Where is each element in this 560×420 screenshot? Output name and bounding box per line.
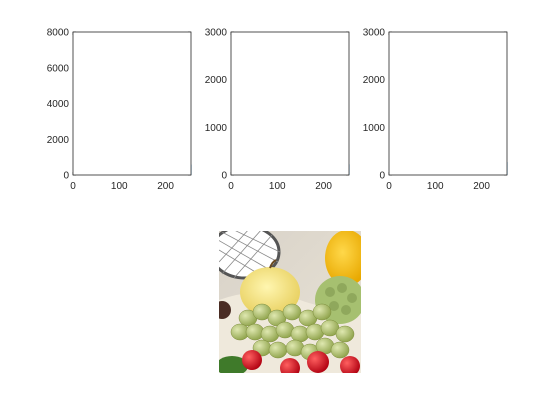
x-tick-label: 0 bbox=[228, 181, 234, 192]
y-tick-label: 2000 bbox=[47, 135, 70, 146]
y-tick-label: 1000 bbox=[363, 123, 386, 134]
x-tick-label: 200 bbox=[157, 181, 174, 192]
x-tick-label: 200 bbox=[473, 181, 490, 192]
y-tick-label: 0 bbox=[379, 171, 385, 182]
x-tick-label: 100 bbox=[269, 181, 286, 192]
y-tick-label: 2000 bbox=[205, 75, 228, 86]
y-tick-label: 6000 bbox=[47, 63, 70, 74]
y-tick-label: 3000 bbox=[363, 28, 386, 39]
x-tick-label: 100 bbox=[111, 181, 128, 192]
axes-box bbox=[230, 31, 350, 176]
y-tick-label: 8000 bbox=[47, 28, 70, 39]
y-tick-label: 1000 bbox=[205, 123, 228, 134]
x-tick-label: 0 bbox=[70, 181, 76, 192]
x-tick-labels: 0 100 200 bbox=[70, 181, 174, 192]
y-tick-label: 0 bbox=[63, 171, 69, 182]
x-tick-labels: 0 100 200 bbox=[386, 181, 490, 192]
fruit-photo bbox=[219, 231, 361, 373]
x-tick-label: 200 bbox=[315, 181, 332, 192]
y-tick-label: 3000 bbox=[205, 28, 228, 39]
x-tick-label: 100 bbox=[427, 181, 444, 192]
x-tick-label: 0 bbox=[386, 181, 392, 192]
axes-box bbox=[388, 31, 508, 176]
y-tick-label: 2000 bbox=[363, 75, 386, 86]
y-tick-labels: 0 2000 4000 6000 8000 bbox=[47, 28, 70, 182]
histogram-2: 0 100 200 0 1000 2000 3000 bbox=[205, 28, 350, 192]
histogram-3: 0 100 200 0 1000 2000 3000 bbox=[363, 28, 508, 192]
axes-box bbox=[72, 31, 192, 176]
y-tick-label: 4000 bbox=[47, 99, 70, 110]
histogram-1: 0 100 200 0 2000 4000 6000 8000 bbox=[47, 28, 192, 192]
x-tick-labels: 0 100 200 bbox=[228, 181, 332, 192]
y-tick-labels: 0 1000 2000 3000 bbox=[205, 28, 228, 182]
y-tick-label: 0 bbox=[221, 171, 227, 182]
y-tick-labels: 0 1000 2000 3000 bbox=[363, 28, 386, 182]
